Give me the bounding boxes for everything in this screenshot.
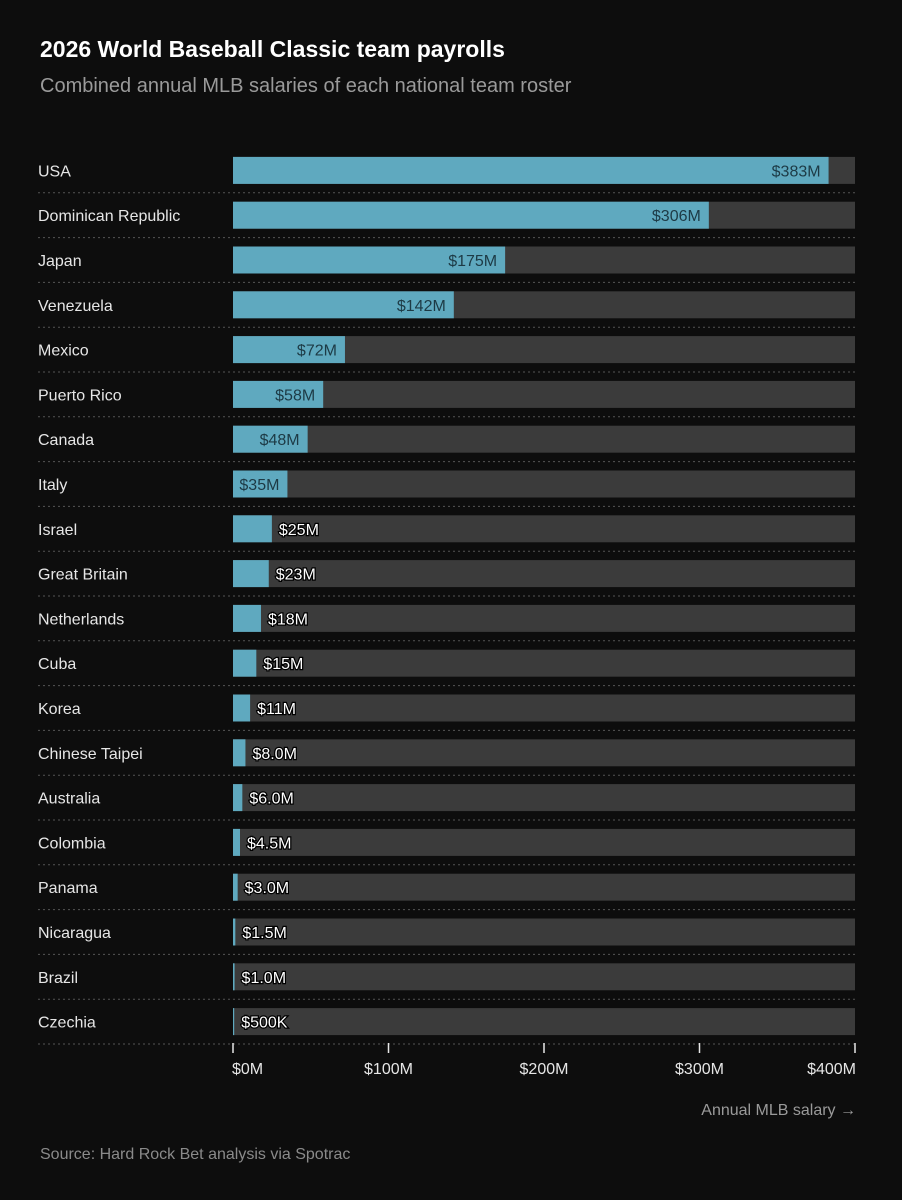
value-label: $6.0M xyxy=(249,791,293,808)
category-label: Colombia xyxy=(38,835,106,852)
category-label: Mexico xyxy=(38,343,89,360)
bar xyxy=(233,515,272,543)
bar xyxy=(233,694,251,722)
category-label: Korea xyxy=(38,701,81,718)
category-label: Dominican Republic xyxy=(38,208,180,225)
bar xyxy=(233,649,257,677)
x-tick-label: $200M xyxy=(520,1061,569,1078)
value-label: $18M xyxy=(268,611,308,628)
bar-track xyxy=(233,560,855,588)
value-label: $383M xyxy=(772,163,821,180)
category-label: Chinese Taipei xyxy=(38,746,143,763)
bar-track xyxy=(233,873,855,901)
x-tick-label: $0M xyxy=(232,1061,263,1078)
bar xyxy=(233,291,454,319)
bar-track xyxy=(233,739,855,767)
value-label: $175M xyxy=(448,253,497,270)
category-label: Canada xyxy=(38,432,94,449)
value-label: $48M xyxy=(260,432,300,449)
bar xyxy=(233,560,269,588)
value-label: $1.5M xyxy=(242,925,286,942)
bar xyxy=(233,784,243,812)
bar xyxy=(233,156,829,184)
bar xyxy=(233,246,506,274)
chart-subtitle: Combined annual MLB salaries of each nat… xyxy=(40,75,572,97)
category-label: Japan xyxy=(38,253,82,270)
bar xyxy=(233,380,324,408)
bar xyxy=(233,963,235,991)
bar xyxy=(233,828,240,856)
bar xyxy=(233,425,308,453)
category-label: Venezuela xyxy=(38,298,113,315)
category-label: USA xyxy=(38,163,71,180)
bar-track xyxy=(233,649,855,677)
bar-track xyxy=(233,515,855,543)
category-label: Cuba xyxy=(38,656,76,673)
bar-track xyxy=(233,470,855,498)
value-label: $8.0M xyxy=(252,746,296,763)
category-label: Australia xyxy=(38,791,100,808)
bar xyxy=(233,470,288,498)
bar xyxy=(233,1008,235,1036)
bar xyxy=(233,604,261,632)
value-label: $11M xyxy=(257,701,296,718)
bar-track xyxy=(233,425,855,453)
bar-chart: USA $383M Dominican Republic $306M Japan $175… xyxy=(38,156,856,1078)
bar-track xyxy=(233,784,855,812)
bar-track xyxy=(233,1008,855,1036)
value-label: $15M xyxy=(263,656,303,673)
category-label: Nicaragua xyxy=(38,925,111,942)
value-label: $58M xyxy=(275,387,315,404)
category-label: Brazil xyxy=(38,970,78,987)
bar xyxy=(233,336,345,364)
x-tick-label: $300M xyxy=(675,1061,724,1078)
value-label: $72M xyxy=(297,343,337,360)
bar-track xyxy=(233,604,855,632)
category-label: Italy xyxy=(38,477,67,494)
category-label: Israel xyxy=(38,522,77,539)
value-label: $23M xyxy=(276,567,316,584)
x-tick-label: $400M xyxy=(807,1061,856,1078)
value-label: $25M xyxy=(279,522,319,539)
category-label: Great Britain xyxy=(38,567,128,584)
value-label: $35M xyxy=(239,477,279,494)
category-label: Puerto Rico xyxy=(38,387,122,404)
category-label: Netherlands xyxy=(38,611,124,628)
category-label: Czechia xyxy=(38,1015,96,1032)
value-label: $142M xyxy=(397,298,446,315)
x-tick-label: $100M xyxy=(364,1061,413,1078)
bar-track xyxy=(233,828,855,856)
category-label: Panama xyxy=(38,880,98,897)
x-axis-caption: Annual MLB salary → xyxy=(701,1102,856,1119)
value-label: $1.0M xyxy=(242,970,286,987)
bar xyxy=(233,918,236,946)
value-label: $4.5M xyxy=(247,835,291,852)
chart-title: 2026 World Baseball Classic team payroll… xyxy=(40,36,505,62)
value-label: $500K xyxy=(241,1015,288,1032)
bar-track xyxy=(233,380,855,408)
source-note: Source: Hard Rock Bet analysis via Spotr… xyxy=(40,1146,351,1163)
bar-track xyxy=(233,694,855,722)
bar-track xyxy=(233,963,855,991)
value-label: $3.0M xyxy=(245,880,289,897)
bar xyxy=(233,873,238,901)
bar xyxy=(233,739,246,767)
bar-track xyxy=(233,918,855,946)
value-label: $306M xyxy=(652,208,701,225)
bar xyxy=(233,201,709,229)
